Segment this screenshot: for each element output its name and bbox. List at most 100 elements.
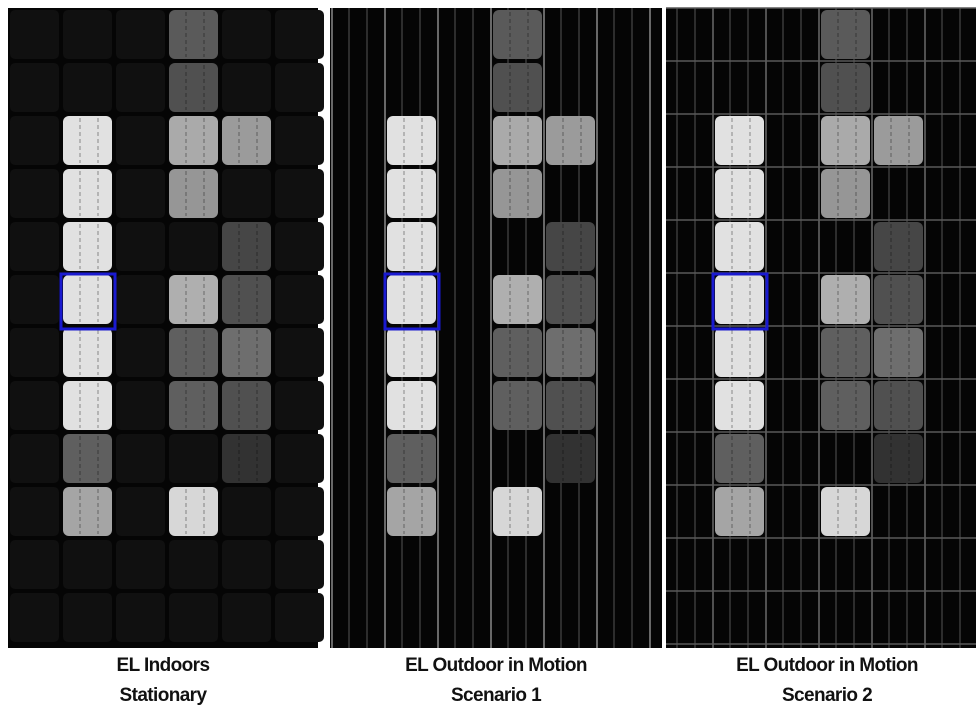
cell [10, 116, 59, 165]
cell [169, 487, 218, 536]
cell [821, 116, 870, 165]
cell [821, 275, 870, 324]
cell [821, 63, 870, 112]
cell [222, 275, 271, 324]
cell [387, 222, 436, 271]
cell [116, 222, 165, 271]
cell [874, 328, 923, 377]
cell [169, 10, 218, 59]
cell [715, 328, 764, 377]
el-image [8, 8, 324, 648]
highlight-box [383, 272, 441, 331]
cell [116, 10, 165, 59]
highlight-box [711, 272, 769, 331]
cell [116, 328, 165, 377]
cell [116, 593, 165, 642]
cell [222, 593, 271, 642]
cell [546, 434, 595, 483]
cell [387, 116, 436, 165]
cell [275, 169, 324, 218]
cell [493, 116, 542, 165]
cell [275, 381, 324, 430]
cell [116, 63, 165, 112]
cell [222, 169, 271, 218]
cell [169, 540, 218, 589]
cell [222, 328, 271, 377]
cell [63, 275, 112, 324]
cell [222, 10, 271, 59]
cell [715, 169, 764, 218]
cell [493, 10, 542, 59]
cell [821, 10, 870, 59]
cell [63, 63, 112, 112]
cell [63, 593, 112, 642]
cell [10, 593, 59, 642]
cell [715, 275, 764, 324]
cell [116, 169, 165, 218]
cell [169, 169, 218, 218]
cell [275, 116, 324, 165]
cell [493, 275, 542, 324]
cell [116, 487, 165, 536]
cell [275, 540, 324, 589]
cell [874, 116, 923, 165]
cell [10, 540, 59, 589]
cell [715, 222, 764, 271]
cell [10, 10, 59, 59]
highlight-box [59, 272, 117, 331]
cell [493, 63, 542, 112]
cell [169, 63, 218, 112]
cell [222, 63, 271, 112]
caption: Scenario 2 [782, 685, 872, 706]
cell [275, 222, 324, 271]
cell [63, 487, 112, 536]
caption: EL Outdoor in Motion [405, 655, 587, 676]
caption: EL Outdoor in Motion [736, 655, 918, 676]
cell [546, 275, 595, 324]
cell [275, 487, 324, 536]
cell [169, 328, 218, 377]
cell [222, 381, 271, 430]
cell [546, 222, 595, 271]
cell [715, 487, 764, 536]
cell [63, 381, 112, 430]
cell [222, 222, 271, 271]
cell [63, 328, 112, 377]
caption: Stationary [120, 685, 208, 706]
cell [821, 381, 870, 430]
cell [10, 275, 59, 324]
cell [821, 328, 870, 377]
cell [222, 540, 271, 589]
cell [275, 434, 324, 483]
cell [116, 381, 165, 430]
cell [387, 487, 436, 536]
cell [546, 381, 595, 430]
cell [10, 381, 59, 430]
cell [387, 169, 436, 218]
el-image [666, 7, 976, 648]
cell [169, 434, 218, 483]
cell [546, 116, 595, 165]
cell [493, 381, 542, 430]
cell [874, 275, 923, 324]
cell [493, 487, 542, 536]
cell [116, 275, 165, 324]
cell [821, 169, 870, 218]
cell [10, 222, 59, 271]
caption: Scenario 1 [451, 685, 542, 706]
cell [10, 63, 59, 112]
cell [63, 434, 112, 483]
cell [169, 222, 218, 271]
cell [275, 63, 324, 112]
cell [116, 434, 165, 483]
cell [387, 275, 436, 324]
cell [493, 328, 542, 377]
cell [874, 222, 923, 271]
cell [715, 116, 764, 165]
cell [63, 116, 112, 165]
cell [169, 275, 218, 324]
cell [63, 222, 112, 271]
cell [10, 169, 59, 218]
cell [275, 10, 324, 59]
